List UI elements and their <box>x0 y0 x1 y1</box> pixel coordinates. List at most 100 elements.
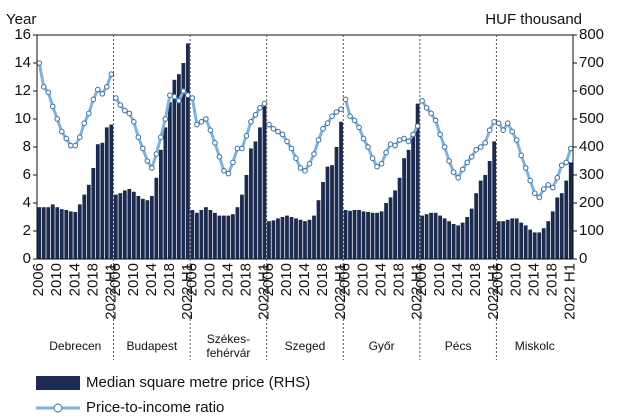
line-point <box>95 86 101 93</box>
line-point <box>504 120 511 126</box>
x-tick-label: 2006 <box>337 263 354 296</box>
x-tick-label: 2022 H1 <box>255 263 272 320</box>
bar <box>262 102 267 259</box>
bar <box>253 141 258 259</box>
y-tick-label: 2 <box>23 222 31 239</box>
bar <box>41 207 46 259</box>
bar <box>289 217 294 259</box>
line-point <box>76 134 83 140</box>
line <box>497 120 573 200</box>
group-label: Debrecen <box>49 339 101 353</box>
line-point <box>428 110 434 117</box>
group-label: Pécs <box>445 339 472 353</box>
y2-tick-label: 500 <box>579 110 604 127</box>
bar <box>330 165 334 259</box>
bar <box>140 198 145 259</box>
legend-label: Median square metre price (RHS) <box>86 374 310 391</box>
bar <box>456 225 461 259</box>
line-point <box>423 105 430 111</box>
line-point <box>360 135 367 142</box>
bar <box>109 124 114 259</box>
line-point <box>446 158 452 164</box>
bar <box>213 212 217 259</box>
line-point <box>149 165 155 171</box>
line-point <box>225 170 232 177</box>
line-point <box>266 121 272 128</box>
bar <box>465 217 470 259</box>
plot-frame <box>36 34 574 260</box>
y-tick-label: 12 <box>14 82 31 99</box>
bar <box>145 200 150 259</box>
y2-axis-title: HUF thousand <box>485 11 582 28</box>
x-tick-label: 2010 <box>278 263 295 296</box>
line-point <box>500 127 506 133</box>
bar <box>505 219 510 259</box>
bar <box>316 200 321 259</box>
line-point <box>540 186 547 192</box>
line-point <box>153 151 160 157</box>
bar <box>352 210 357 259</box>
x-tick-label: 2018 <box>544 263 561 296</box>
bar <box>487 161 492 259</box>
x-tick-label: 2006 <box>107 263 124 296</box>
line-point <box>468 154 475 160</box>
bar <box>370 212 375 259</box>
bar <box>271 220 276 259</box>
line-point <box>234 145 241 152</box>
y-axis-title: Year <box>6 11 36 28</box>
x-tick-label: 2018 <box>391 263 408 296</box>
bar <box>122 190 127 259</box>
x-tick-label: 2018 <box>161 263 178 296</box>
bar <box>519 222 524 259</box>
line-point <box>401 135 407 142</box>
x-tick-label: 2018 <box>467 263 484 296</box>
bar <box>249 148 253 259</box>
bar <box>131 191 136 259</box>
bar <box>303 221 307 259</box>
y2-tick-label: 400 <box>579 138 604 155</box>
bar <box>185 43 190 260</box>
line-point <box>135 134 142 140</box>
line-point <box>243 133 250 139</box>
bar <box>149 196 154 259</box>
bar <box>528 229 533 259</box>
bar <box>95 144 100 259</box>
line-point <box>67 142 74 149</box>
line-point <box>113 95 119 101</box>
line-point <box>311 151 317 157</box>
bar <box>469 208 474 259</box>
x-tick-label: 2006 <box>183 263 200 296</box>
bar <box>375 212 379 259</box>
bar <box>424 214 429 259</box>
bar <box>127 189 132 259</box>
line-point <box>207 127 214 133</box>
bar <box>226 215 231 259</box>
line-point <box>491 119 497 125</box>
line-point <box>333 109 340 115</box>
bar <box>167 102 172 259</box>
line-point <box>549 184 556 191</box>
bar <box>406 149 411 259</box>
bar <box>501 221 506 259</box>
x-tick-label: 2022 H1 <box>102 263 119 320</box>
line-point <box>158 134 164 140</box>
line-point <box>108 71 115 77</box>
line-point <box>486 127 493 133</box>
x-tick-label: 2022 H1 <box>562 263 579 320</box>
line-point <box>522 165 529 171</box>
x-tick-label: 2014 <box>373 263 390 296</box>
line-point <box>374 163 380 170</box>
group-label-line: fehérvár <box>206 346 250 360</box>
line-point <box>320 126 326 132</box>
bar <box>402 158 406 259</box>
line-point <box>257 105 263 111</box>
line-point <box>419 98 425 104</box>
bar <box>393 190 397 259</box>
bar <box>208 210 213 259</box>
bar <box>348 210 352 259</box>
x-tick-label: 2018 <box>237 263 254 296</box>
line-point <box>63 135 70 142</box>
bar <box>172 79 177 259</box>
x-tick-label: 2022 H1 <box>332 263 349 320</box>
x-tick-label: 2006 <box>260 263 277 296</box>
